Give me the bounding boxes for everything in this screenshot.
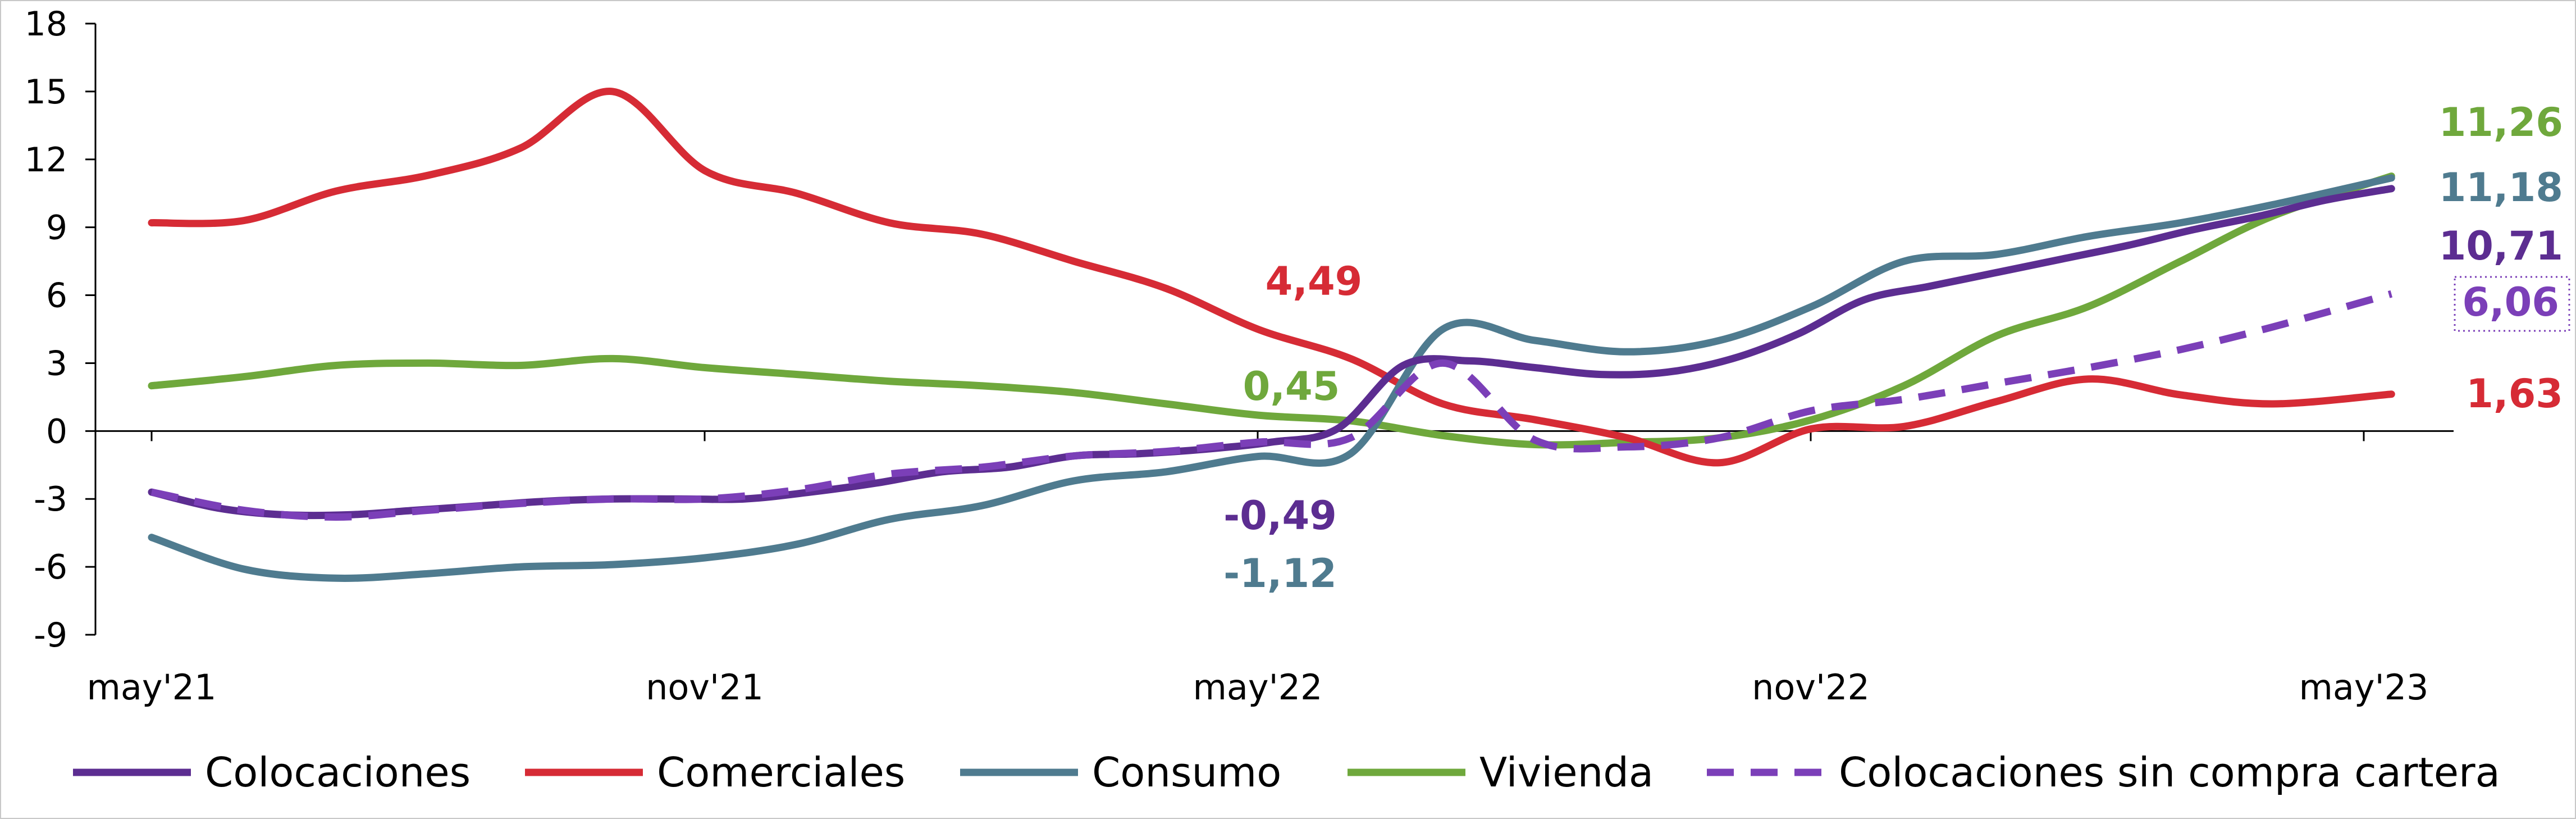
data-label: 11,18 <box>2439 165 2563 211</box>
legend-label: Vivienda <box>1479 749 1654 796</box>
legend: Colocaciones Comerciales Consumo Vivienda Co… <box>73 749 2500 796</box>
y-tick-label: -9 <box>34 616 67 655</box>
data-label: 1,63 <box>2466 371 2563 417</box>
series-layer <box>148 88 2395 582</box>
y-tick-label: -6 <box>34 548 67 587</box>
data-label: -1,12 <box>1223 550 1337 597</box>
series-line-vivienda <box>148 172 2395 449</box>
y-tick-label: 18 <box>25 4 67 44</box>
x-tick-label: may'21 <box>86 667 216 708</box>
legend-label: Comerciales <box>657 749 905 796</box>
y-tick-label: 9 <box>46 208 67 248</box>
x-tick-label: nov'21 <box>646 667 764 708</box>
axes: 18 15 12 9 6 3 0 -3 -6 -9 may'21 nov'21 may'22 nov'22… <box>25 4 2454 708</box>
data-labels: 4,49 0,45 -0,49 -1,12 11,26 11,18 10,71 6,06 1,6… <box>1223 99 2570 597</box>
data-label: 0,45 <box>1243 363 1340 410</box>
series-line-colocaciones-sin-compra-cartera <box>150 290 2393 521</box>
data-label: 10,71 <box>2439 223 2563 269</box>
data-label: 6,06 <box>2462 279 2559 325</box>
x-tick-label: may'22 <box>1193 667 1322 708</box>
series-line-comerciales <box>148 88 2395 467</box>
legend-label: Colocaciones sin compra cartera <box>1839 749 2500 796</box>
y-tick-label: 12 <box>25 140 67 180</box>
x-tick-label: may'23 <box>2299 667 2428 708</box>
data-label-box <box>2454 276 2570 332</box>
x-tick-label: nov'22 <box>1752 667 1870 708</box>
data-label: 4,49 <box>1266 258 1363 304</box>
y-tick-label: 0 <box>46 412 67 451</box>
y-tick-label: -3 <box>34 480 67 519</box>
legend-label: Consumo <box>1092 749 1281 796</box>
legend-label: Colocaciones <box>205 749 471 796</box>
series-line-consumo <box>148 174 2395 582</box>
y-tick-label: 3 <box>46 344 67 383</box>
y-tick-label: 6 <box>46 276 67 316</box>
data-label: 11,26 <box>2439 99 2563 145</box>
y-tick-label: 15 <box>25 72 67 112</box>
data-label: -0,49 <box>1223 493 1337 539</box>
